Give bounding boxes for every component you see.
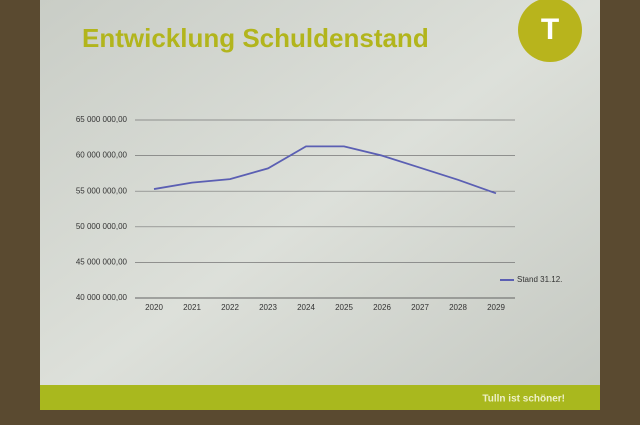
y-tick-label: 55 000 000,00 (76, 186, 128, 195)
y-tick-label: 50 000 000,00 (76, 222, 128, 231)
legend-label: Stand 31.12. (517, 275, 562, 284)
x-tick-label: 2029 (487, 303, 505, 312)
x-tick-label: 2023 (259, 303, 277, 312)
chart-title: Entwicklung Schuldenstand (82, 23, 429, 53)
y-tick-label: 60 000 000,00 (76, 151, 128, 160)
y-tick-label: 45 000 000,00 (76, 258, 128, 267)
y-tick-label: 65 000 000,00 (76, 115, 128, 124)
x-tick-label: 2020 (145, 303, 163, 312)
x-tick-label: 2028 (449, 303, 467, 312)
x-tick-label: 2025 (335, 303, 353, 312)
y-tick-label: 40 000 000,00 (76, 293, 128, 302)
x-tick-label: 2027 (411, 303, 429, 312)
logo: T (541, 13, 559, 46)
line-series (153, 145, 497, 195)
logo-circle (518, 0, 582, 62)
slide-background (40, 0, 600, 410)
x-tick-label: 2026 (373, 303, 391, 312)
footer-bar (40, 385, 600, 410)
x-tick-label: 2024 (297, 303, 315, 312)
footer-text: Tulln ist schöner! (482, 394, 565, 405)
x-tick-label: 2021 (183, 303, 201, 312)
x-tick-label: 2022 (221, 303, 239, 312)
